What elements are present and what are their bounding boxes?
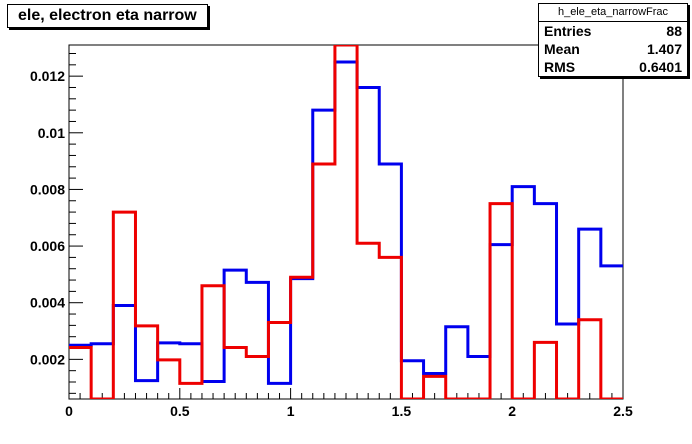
stats-box: h_ele_eta_narrowFrac Entries 88 Mean 1.4… [538,3,688,77]
y-tick-label: 0.01 [38,125,65,141]
y-tick-label: 0.002 [30,351,65,367]
y-tick-label: 0.012 [30,68,65,84]
histogram-series [69,45,623,399]
stats-label: Entries [544,23,592,39]
stats-row-entries: Entries 88 [539,22,687,40]
y-tick-label: 0.004 [30,295,65,311]
stats-row-rms: RMS 0.6401 [539,58,687,76]
chart-title: ele, electron eta narrow [7,4,208,28]
stats-row-mean: Mean 1.407 [539,40,687,58]
stats-value: 0.6401 [639,59,682,75]
stats-value: 88 [666,23,682,39]
axis-ticks [68,52,624,399]
stats-histogram-name: h_ele_eta_narrowFrac [539,4,687,22]
stats-value: 1.407 [646,41,682,57]
y-tick-label: 0.008 [30,181,65,197]
plot-frame [68,44,624,400]
x-tick-label: 1.5 [392,403,412,419]
x-tick-label: 0.5 [170,403,190,419]
stats-label: Mean [544,41,580,57]
x-tick-label: 2.5 [613,403,633,419]
x-tick-label: 0 [65,403,73,419]
x-tick-label: 1 [287,403,295,419]
stats-label: RMS [544,59,576,75]
tick-labels: 0 0.5 1 1.5 2 2.5 0.002 0.004 0.006 0.008 0.01 0.01… [30,68,633,419]
y-tick-label: 0.006 [30,238,65,254]
histogram-series-1 [69,60,623,385]
x-tick-label: 2 [508,403,516,419]
histogram-series-2 [69,45,623,399]
